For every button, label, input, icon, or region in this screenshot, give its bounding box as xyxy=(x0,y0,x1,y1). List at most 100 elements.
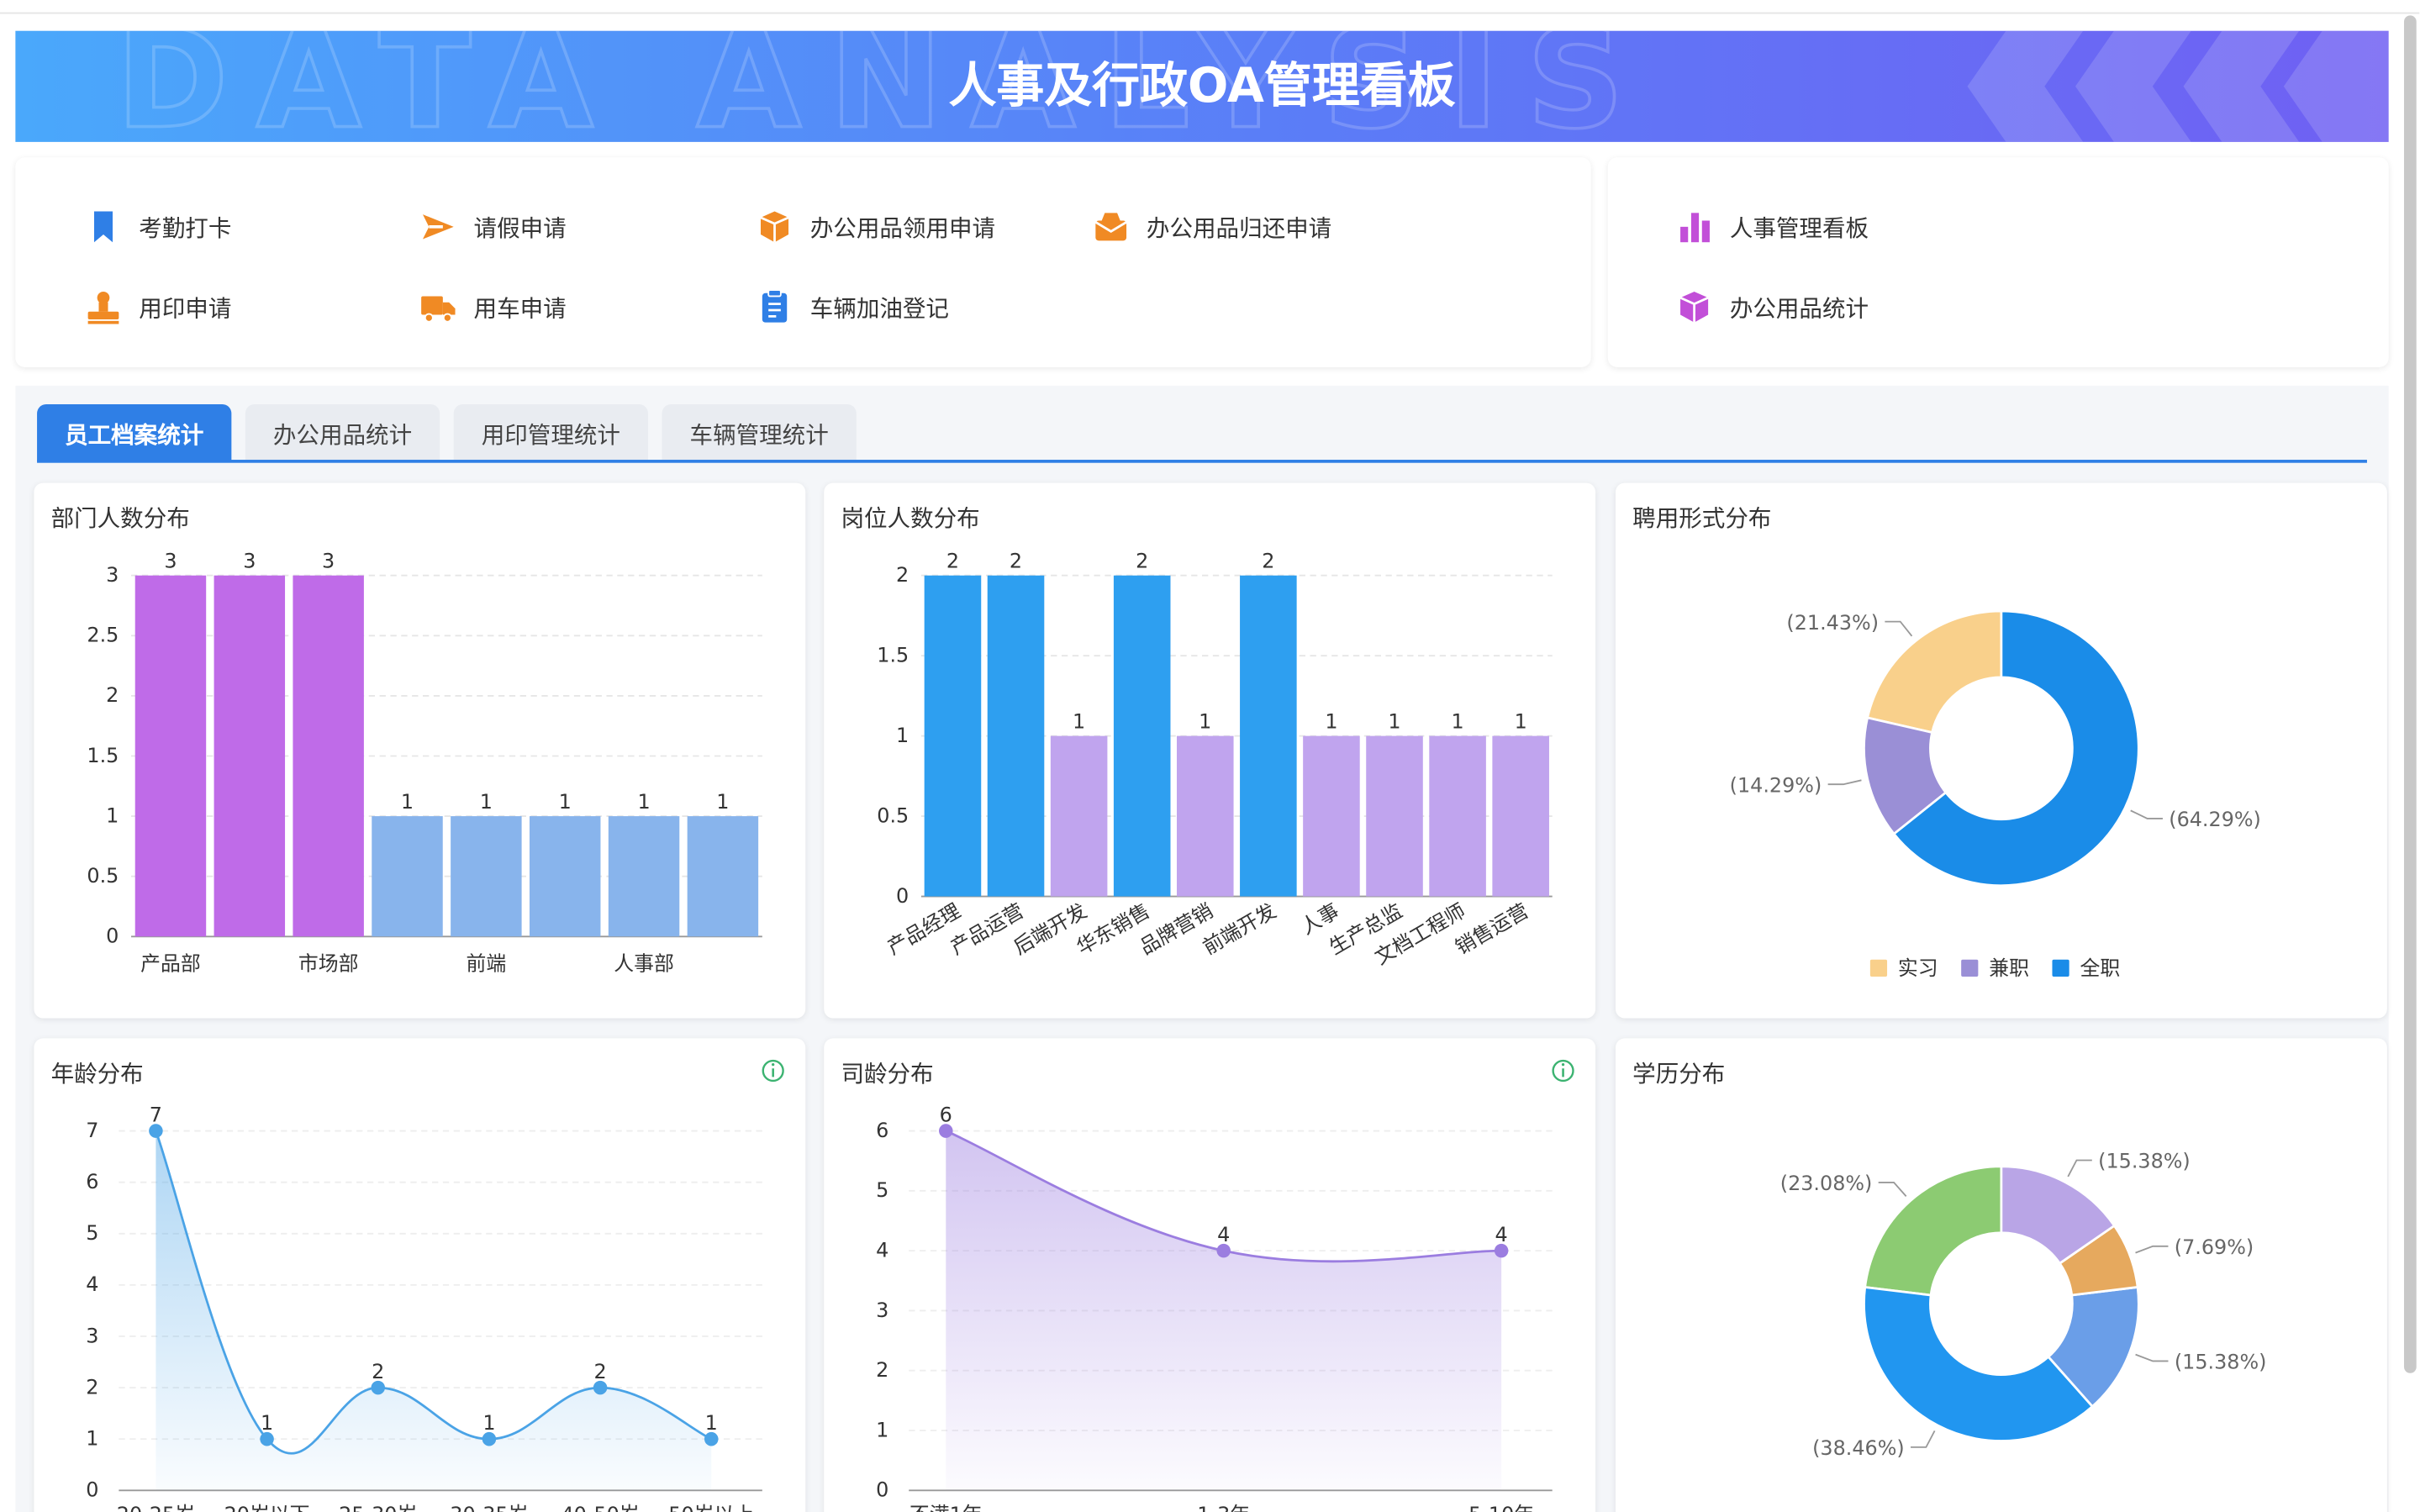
bar xyxy=(608,816,680,937)
slice-label: (38.46%) xyxy=(1812,1436,1905,1460)
data-label: 2 xyxy=(946,550,959,573)
point xyxy=(1216,1243,1231,1258)
data-label: 1 xyxy=(1325,709,1337,733)
tab[interactable]: 员工档案统计 xyxy=(37,403,232,461)
bar xyxy=(924,575,982,897)
point xyxy=(704,1431,719,1446)
tab[interactable]: 车辆管理统计 xyxy=(662,403,857,461)
menu-icon xyxy=(421,296,456,323)
scrollbar[interactable] xyxy=(2404,15,2417,1373)
chart-panel: 部门人数分布 0 0.5 1 1.5 2 2.5 3 3 产品部 3 3 市场部 1 1 前端 1 1 人事部 1 xyxy=(34,482,806,1019)
data-label: 1 xyxy=(705,1411,718,1435)
menu-item[interactable]: 用车申请 xyxy=(419,288,567,325)
leader-line xyxy=(2067,1159,2092,1177)
data-label: 1 xyxy=(559,790,572,814)
menu-label: 用车申请 xyxy=(473,293,567,322)
data-label: 2 xyxy=(1262,550,1274,573)
bar xyxy=(1366,735,1423,897)
y-tick-label: 0 xyxy=(896,884,909,908)
y-tick-label: 2 xyxy=(106,683,119,707)
tab[interactable]: 用印管理统计 xyxy=(453,403,648,461)
y-tick-label: 1 xyxy=(106,803,119,827)
x-tick-label: 50岁以上 xyxy=(668,1503,754,1512)
x-tick-label: 20岁以下 xyxy=(224,1503,310,1512)
x-tick-label: 人事部 xyxy=(614,952,674,976)
point xyxy=(939,1124,953,1138)
info-icon xyxy=(1561,1062,1565,1067)
y-tick-label: 1 xyxy=(896,724,909,747)
chevron xyxy=(2183,30,2300,142)
bar xyxy=(372,816,443,937)
y-tick-label: 5 xyxy=(86,1221,98,1245)
info-icon xyxy=(1552,1059,1574,1083)
y-tick-label: 0 xyxy=(106,925,119,948)
donut-slice xyxy=(1864,1165,2003,1297)
chart-title: 部门人数分布 xyxy=(50,504,190,533)
menu-item[interactable]: 办公用品领用申请 xyxy=(756,208,995,245)
menu-item[interactable]: 办公用品归还申请 xyxy=(1093,208,1331,245)
slice-label: (14.29%) xyxy=(1730,773,1822,797)
menu-label: 车辆加油登记 xyxy=(809,293,949,322)
tab[interactable]: 办公用品统计 xyxy=(245,403,440,461)
data-label: 4 xyxy=(1495,1223,1508,1246)
menu-item[interactable]: 人事管理看板 xyxy=(1676,208,1869,245)
bar xyxy=(1240,575,1297,897)
chart-title: 岗位人数分布 xyxy=(841,504,980,533)
bar xyxy=(1176,735,1234,897)
chart-panel: 学历分布 (23.08%) (38.46%) (15.38%) (7.69%) (15.3… xyxy=(1615,1038,2387,1512)
data-label: 2 xyxy=(1010,550,1022,573)
slice-label: (7.69%) xyxy=(2175,1235,2254,1259)
point xyxy=(149,1124,163,1138)
x-tick-label: 市场部 xyxy=(298,952,359,976)
chart-panel: 聘用形式分布 (21.43%) (14.29%) (64.29%) 实习 兼职 全职 xyxy=(1615,482,2387,1019)
data-label: 2 xyxy=(1136,550,1148,573)
menu-item[interactable]: 考勤打卡 xyxy=(85,208,231,245)
legend-label: 全职 xyxy=(2080,956,2121,980)
legend-label: 兼职 xyxy=(1989,956,2029,980)
data-label: 1 xyxy=(482,1411,495,1435)
chart: 0 0.5 1 1.5 2 2.5 3 3 产品部 3 3 市场部 1 1 前端 1 1 人事部 1 xyxy=(87,550,762,976)
menu-item[interactable]: 车辆加油登记 xyxy=(756,288,949,325)
donut-slice xyxy=(2000,1165,2117,1266)
data-label: 3 xyxy=(322,550,335,573)
leader-line xyxy=(1911,1430,1936,1448)
y-tick-label: 2 xyxy=(876,1358,888,1382)
menu-icon xyxy=(762,289,788,323)
donut-slice xyxy=(1863,1285,2095,1442)
menu-item[interactable]: 请假申请 xyxy=(419,208,567,245)
data-label: 1 xyxy=(1388,709,1400,733)
y-tick-label: 1 xyxy=(876,1418,888,1441)
x-tick-label: 不满1年 xyxy=(909,1503,983,1512)
data-label: 1 xyxy=(1199,709,1211,733)
header-title: 人事及行政OA管理看板 xyxy=(948,58,1456,114)
menu-icon xyxy=(1680,213,1710,243)
menu-icon xyxy=(87,291,119,324)
menu-item[interactable]: 用印申请 xyxy=(85,288,231,325)
legend-swatch xyxy=(1869,959,1888,977)
y-tick-label: 3 xyxy=(106,563,119,587)
chevron xyxy=(1967,30,2084,142)
menu-icon xyxy=(93,211,113,243)
y-tick-label: 5 xyxy=(876,1178,888,1202)
legend-label: 实习 xyxy=(1898,956,1938,980)
y-tick-label: 6 xyxy=(86,1170,98,1193)
slice-label: (23.08%) xyxy=(1780,1172,1873,1195)
data-label: 7 xyxy=(150,1104,162,1127)
bar xyxy=(134,575,207,937)
slice-label: (15.38%) xyxy=(2098,1150,2191,1173)
data-label: 1 xyxy=(1452,709,1464,733)
y-tick-label: 0 xyxy=(86,1478,98,1502)
menu-icon xyxy=(1679,291,1709,323)
chart: (21.43%) (14.29%) (64.29%) 实习 兼职 全职 xyxy=(1730,609,2261,980)
menu-panel xyxy=(1607,157,2389,367)
chart-title: 司龄分布 xyxy=(841,1060,934,1088)
menu-icon xyxy=(1094,213,1127,241)
data-label: 1 xyxy=(1515,709,1527,733)
menu-item[interactable]: 办公用品统计 xyxy=(1676,288,1869,325)
y-tick-label: 2 xyxy=(86,1375,98,1399)
chart-panel: 年龄分布 0 1 2 3 4 5 6 7 7 20-25岁 1 20岁以下 2 25-30岁 1 30-35岁 2… xyxy=(34,1038,806,1512)
menu-icon xyxy=(760,211,789,243)
chart: (23.08%) (38.46%) (15.38%) (7.69%) (15.38%) xyxy=(1780,1150,2267,1460)
